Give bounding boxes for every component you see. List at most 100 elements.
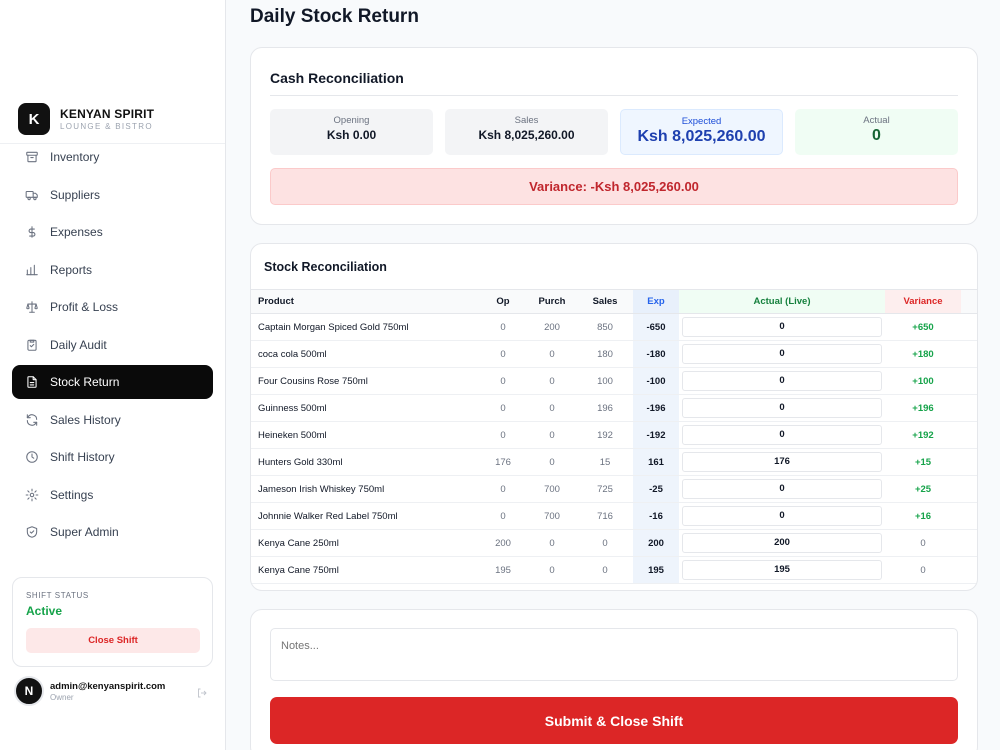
variance-cell: 0 [920, 564, 926, 576]
op-cell: 0 [500, 348, 506, 360]
actual-count-input[interactable]: 200 [682, 533, 882, 553]
actual-cell: 0 [679, 368, 885, 394]
op-cell: 0 [500, 402, 506, 414]
exp-cell: -16 [633, 503, 679, 529]
sidebar-item-super-admin[interactable]: Super Admin [12, 515, 213, 549]
op-cell: 200 [495, 537, 511, 549]
exp-cell: 195 [633, 557, 679, 583]
actual-count-input[interactable]: 0 [682, 317, 882, 337]
sales-cell: 850 [597, 321, 613, 333]
purch-cell: 0 [549, 537, 555, 549]
actual-count-input[interactable]: 0 [682, 344, 882, 364]
variance-cell: 0 [920, 537, 926, 549]
sidebar-item-inventory[interactable]: Inventory [12, 140, 213, 174]
op-cell: 176 [495, 456, 511, 468]
exp-cell: 161 [633, 449, 679, 475]
submit-close-shift-button[interactable]: Submit & Close Shift [270, 697, 958, 744]
user-role: Owner [50, 692, 74, 702]
opening-value: Ksh 0.00 [326, 128, 377, 142]
header-variance: Variance [885, 290, 961, 313]
sidebar-item-label: Sales History [50, 412, 121, 427]
stock-table: Product Op Purch Sales Exp Actual (Live)… [251, 289, 977, 584]
product-cell: Kenya Cane 250ml [258, 537, 339, 549]
logout-icon[interactable] [196, 686, 208, 698]
sales-value: Ksh 8,025,260.00 [478, 128, 575, 142]
actual-cell: 0 [679, 395, 885, 421]
table-body: Captain Morgan Spiced Gold 750ml 0 200 850-… [251, 314, 977, 584]
variance-banner: Variance: -Ksh 8,025,260.00 [270, 168, 958, 205]
close-shift-button[interactable]: Close Shift [26, 628, 200, 653]
sales-cell: 196 [597, 402, 613, 414]
sidebar-item-expenses[interactable]: Expenses [12, 215, 213, 249]
box-icon [24, 149, 40, 165]
purch-cell: 0 [549, 375, 555, 387]
gear-icon [24, 487, 40, 503]
sidebar-item-label: Daily Audit [50, 337, 107, 352]
op-cell: 0 [500, 510, 506, 522]
sidebar-item-shift-history[interactable]: Shift History [12, 440, 213, 474]
variance-cell: +16 [914, 510, 932, 522]
sidebar-item-profit-loss[interactable]: Profit & Loss [12, 290, 213, 324]
actual-count-input[interactable]: 195 [682, 560, 882, 580]
actual-value: 0 [872, 127, 881, 144]
product-cell: Johnnie Walker Red Label 750ml [258, 510, 398, 522]
stock-reconciliation-title: Stock Reconciliation [264, 260, 387, 274]
sales-cell: 192 [597, 429, 613, 441]
opening-stat: Opening Ksh 0.00 [270, 109, 433, 155]
actual-count-input[interactable]: 0 [682, 371, 882, 391]
actual-cell: 0 [679, 341, 885, 367]
actual-label: Actual [863, 115, 890, 126]
header-actual: Actual (Live) [679, 290, 885, 313]
op-cell: 195 [495, 564, 511, 576]
clock-icon [24, 449, 40, 465]
sidebar-item-stock-return[interactable]: Stock Return [12, 365, 213, 399]
sales-cell: 725 [597, 483, 613, 495]
actual-count-input[interactable]: 176 [682, 452, 882, 472]
product-cell: Heineken 500ml [258, 429, 327, 441]
dollar-icon [24, 224, 40, 240]
table-row: coca cola 500ml 0 0 180 -180 0 +180 [251, 341, 977, 368]
sidebar: K KENYAN SPIRIT LOUNGE & BISTRO Inventor… [0, 0, 226, 750]
variance-cell: +100 [912, 375, 934, 387]
sidebar-nav: Inventory Suppliers Expenses Reports Pro… [12, 140, 213, 553]
op-cell: 0 [500, 483, 506, 495]
table-row: Kenya Cane 250ml 200 0 0 200 200 0 [251, 530, 977, 557]
brand-subtitle: LOUNGE & BISTRO [60, 122, 153, 131]
expected-label: Expected [681, 116, 722, 127]
op-cell: 0 [500, 375, 506, 387]
variance-cell: +650 [912, 321, 934, 333]
sidebar-item-suppliers[interactable]: Suppliers [12, 178, 213, 212]
refresh-icon [24, 412, 40, 428]
notes-input[interactable] [270, 628, 958, 681]
actual-count-input[interactable]: 0 [682, 398, 882, 418]
opening-label: Opening [333, 115, 370, 126]
table-row: Heineken 500ml 0 0 192 -192 0 +192 [251, 422, 977, 449]
sidebar-item-label: Settings [50, 487, 94, 502]
sidebar-item-settings[interactable]: Settings [12, 478, 213, 512]
exp-cell: 200 [633, 530, 679, 556]
sidebar-item-label: Profit & Loss [50, 300, 119, 314]
purch-cell: 200 [544, 321, 560, 333]
variance-cell: +180 [912, 348, 934, 360]
sales-cell: 0 [602, 537, 608, 549]
actual-count-input[interactable]: 0 [682, 425, 882, 445]
actual-count-input[interactable]: 0 [682, 506, 882, 526]
table-row: Captain Morgan Spiced Gold 750ml 0 200 850 -… [251, 314, 977, 341]
brand-logo: K [18, 103, 50, 135]
sales-cell: 180 [597, 348, 613, 360]
product-cell: Jameson Irish Whiskey 750ml [258, 483, 385, 495]
actual-cell: 0 [679, 503, 885, 529]
sidebar-item-label: Stock Return [50, 375, 120, 389]
table-row: Kenya Cane 750ml 195 0 0 195 195 0 [251, 557, 977, 584]
sidebar-item-label: Reports [50, 262, 93, 277]
op-cell: 0 [500, 321, 506, 333]
sidebar-item-reports[interactable]: Reports [12, 253, 213, 287]
shift-status-label: SHIFT STATUS [26, 591, 89, 600]
actual-cell: 0 [679, 422, 885, 448]
sidebar-item-daily-audit[interactable]: Daily Audit [12, 328, 213, 362]
header-sales: Sales [592, 296, 618, 307]
actual-count-input[interactable]: 0 [682, 479, 882, 499]
header-product: Product [258, 296, 294, 307]
product-cell: Four Cousins Rose 750ml [258, 375, 368, 387]
sidebar-item-sales-history[interactable]: Sales History [12, 403, 213, 437]
